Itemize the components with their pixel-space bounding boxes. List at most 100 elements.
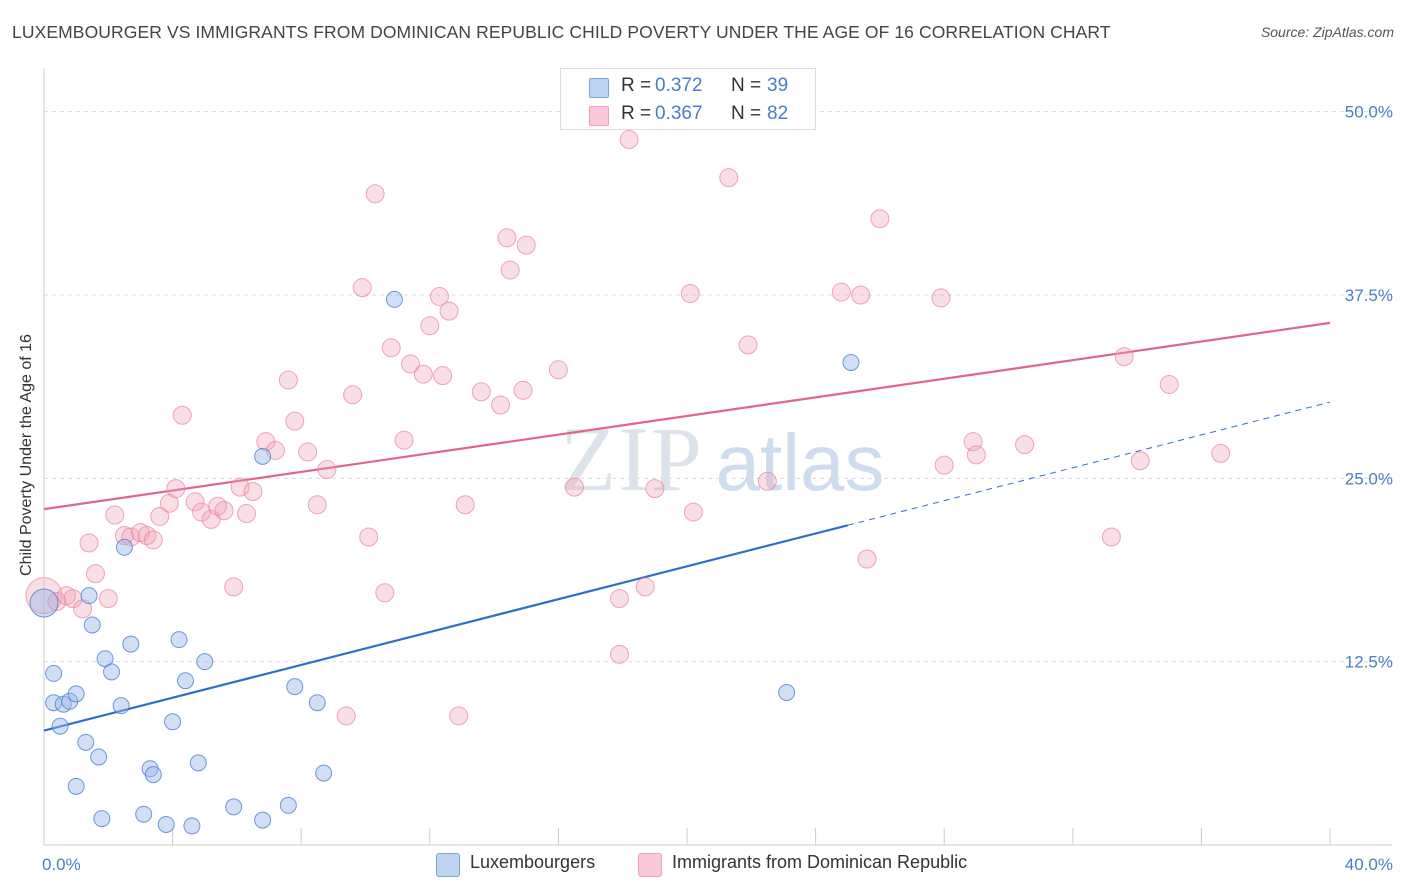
data-point-dominican: [343, 385, 363, 405]
legend-swatch-pink: [589, 106, 609, 126]
data-point-dominican: [381, 338, 401, 358]
data-point-dominican: [680, 284, 700, 304]
data-point-dominican: [966, 445, 986, 465]
data-point-luxembourgers: [164, 713, 182, 731]
data-point-dominican: [1130, 451, 1150, 471]
data-point-dominican: [214, 501, 234, 521]
data-point-dominican: [166, 479, 186, 499]
data-point-dominican: [230, 477, 250, 497]
x-tick-label: 40.0%: [1345, 855, 1393, 874]
legend-swatch-blue: [589, 78, 609, 98]
data-point-luxembourgers: [51, 717, 69, 735]
data-point-dominican: [497, 228, 517, 248]
data-point-dominican: [513, 380, 533, 400]
data-point-dominican: [738, 335, 758, 355]
data-point-dominican: [433, 366, 453, 386]
data-point-dominican: [1211, 443, 1231, 463]
data-point-dominican: [500, 260, 520, 280]
watermark-atlas: atlas: [716, 418, 885, 507]
data-point-dominican: [1101, 527, 1121, 547]
data-point-dominican: [243, 482, 263, 502]
data-point-luxembourgers: [170, 631, 188, 649]
data-point-luxembourgers: [315, 764, 333, 782]
y-tick-label: 50.0%: [1345, 103, 1393, 122]
legend-r-label: R =: [621, 103, 652, 124]
y-axis-title: Child Poverty Under the Age of 16: [18, 334, 35, 576]
data-point-luxembourgers: [80, 587, 98, 605]
data-point-dominican: [471, 382, 491, 402]
data-point-dominican: [619, 130, 639, 150]
data-point-dominican: [98, 589, 118, 609]
y-tick-label: 25.0%: [1345, 469, 1393, 488]
legend-r-value: 0.367: [655, 103, 703, 124]
trend-line-luxembourgers: [43, 524, 849, 732]
data-point-luxembourgers: [144, 766, 162, 784]
data-point-dominican: [449, 706, 469, 726]
data-point-luxembourgers: [103, 663, 121, 681]
data-point-dominican: [359, 527, 379, 547]
series-dominican-points: [25, 130, 1231, 726]
data-point-dominican: [121, 527, 141, 547]
data-point-dominican: [298, 442, 318, 462]
data-point-dominican: [635, 577, 655, 597]
gridlines: [44, 111, 1392, 663]
data-point-luxembourgers: [61, 692, 79, 710]
x-tick-label: 0.0%: [42, 855, 81, 874]
data-point-dominican: [609, 589, 629, 609]
data-point-dominican: [114, 526, 134, 546]
legend-r-label: R =: [621, 75, 652, 96]
legend-swatch-blue: [436, 853, 460, 877]
data-point-luxembourgers: [90, 748, 108, 766]
data-point-luxembourgers: [45, 664, 63, 682]
data-point-luxembourgers: [77, 733, 95, 751]
data-point-luxembourgers: [842, 353, 860, 371]
data-point-dominican: [420, 316, 440, 336]
trend-lines: [43, 321, 1331, 732]
source-label: Source: ZipAtlas.com: [1260, 24, 1394, 40]
data-point-dominican: [429, 286, 449, 306]
data-point-dominican: [609, 644, 629, 664]
data-point-dominican: [934, 455, 954, 475]
data-point-dominican: [1015, 435, 1035, 455]
legend-r-value: 0.372: [655, 75, 703, 96]
data-point-dominican: [413, 364, 433, 384]
data-point-luxembourgers: [122, 635, 140, 653]
data-point-luxembourgers: [93, 810, 111, 828]
data-point-dominican: [278, 370, 298, 390]
legend-label-luxembourgers: Luxembourgers: [470, 852, 596, 872]
data-point-dominican: [47, 592, 67, 612]
data-point-dominican: [857, 549, 877, 569]
data-point-dominican: [719, 168, 739, 188]
legend-label-dominican: Immigrants from Dominican Republic: [672, 852, 968, 872]
data-point-dominican: [285, 411, 305, 431]
data-point-dominican: [172, 405, 192, 425]
data-point-luxembourgers: [308, 694, 326, 712]
legend-n-value: 39: [767, 75, 789, 96]
data-point-luxembourgers: [135, 805, 153, 823]
data-point-luxembourgers: [385, 290, 403, 308]
data-point-luxembourgers: [176, 672, 194, 690]
trend-line-luxembourgers-extension: [847, 401, 1331, 526]
data-point-luxembourgers: [67, 685, 85, 703]
data-point-dominican: [439, 301, 459, 321]
y-tick-label: 37.5%: [1345, 286, 1393, 305]
data-point-dominican: [185, 492, 205, 512]
data-point-dominican: [143, 530, 163, 550]
data-point-dominican: [548, 360, 568, 380]
data-point-luxembourgers: [29, 588, 59, 618]
data-point-dominican: [394, 430, 414, 450]
data-point-dominican: [851, 285, 871, 305]
data-point-luxembourgers: [254, 447, 272, 465]
data-point-dominican: [683, 502, 703, 522]
legend-n-value: 82: [767, 103, 789, 124]
data-point-dominican: [150, 506, 170, 526]
data-point-luxembourgers: [225, 798, 243, 816]
legend-swatch-pink: [638, 853, 662, 877]
data-point-dominican: [375, 583, 395, 603]
data-point-dominican: [79, 533, 99, 553]
data-point-dominican: [317, 460, 337, 480]
data-point-dominican: [831, 282, 851, 302]
legend-n-label: N =: [731, 75, 762, 96]
data-point-luxembourgers: [196, 653, 214, 671]
